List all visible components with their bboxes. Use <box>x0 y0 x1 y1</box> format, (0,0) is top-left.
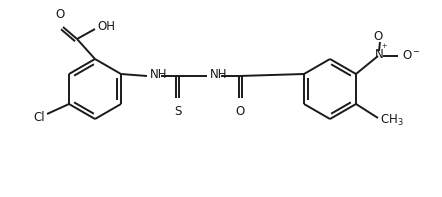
Text: O: O <box>55 8 65 21</box>
Text: S: S <box>174 105 182 118</box>
Text: CH$_3$: CH$_3$ <box>380 112 404 127</box>
Text: $^+$: $^+$ <box>380 43 388 53</box>
Text: O: O <box>373 30 383 43</box>
Text: NH: NH <box>150 68 168 81</box>
Text: Cl: Cl <box>33 111 45 124</box>
Text: OH: OH <box>97 20 115 33</box>
Text: O: O <box>235 105 244 118</box>
Text: N: N <box>375 47 383 60</box>
Text: NH: NH <box>210 68 228 81</box>
Text: O$^-$: O$^-$ <box>402 48 421 61</box>
